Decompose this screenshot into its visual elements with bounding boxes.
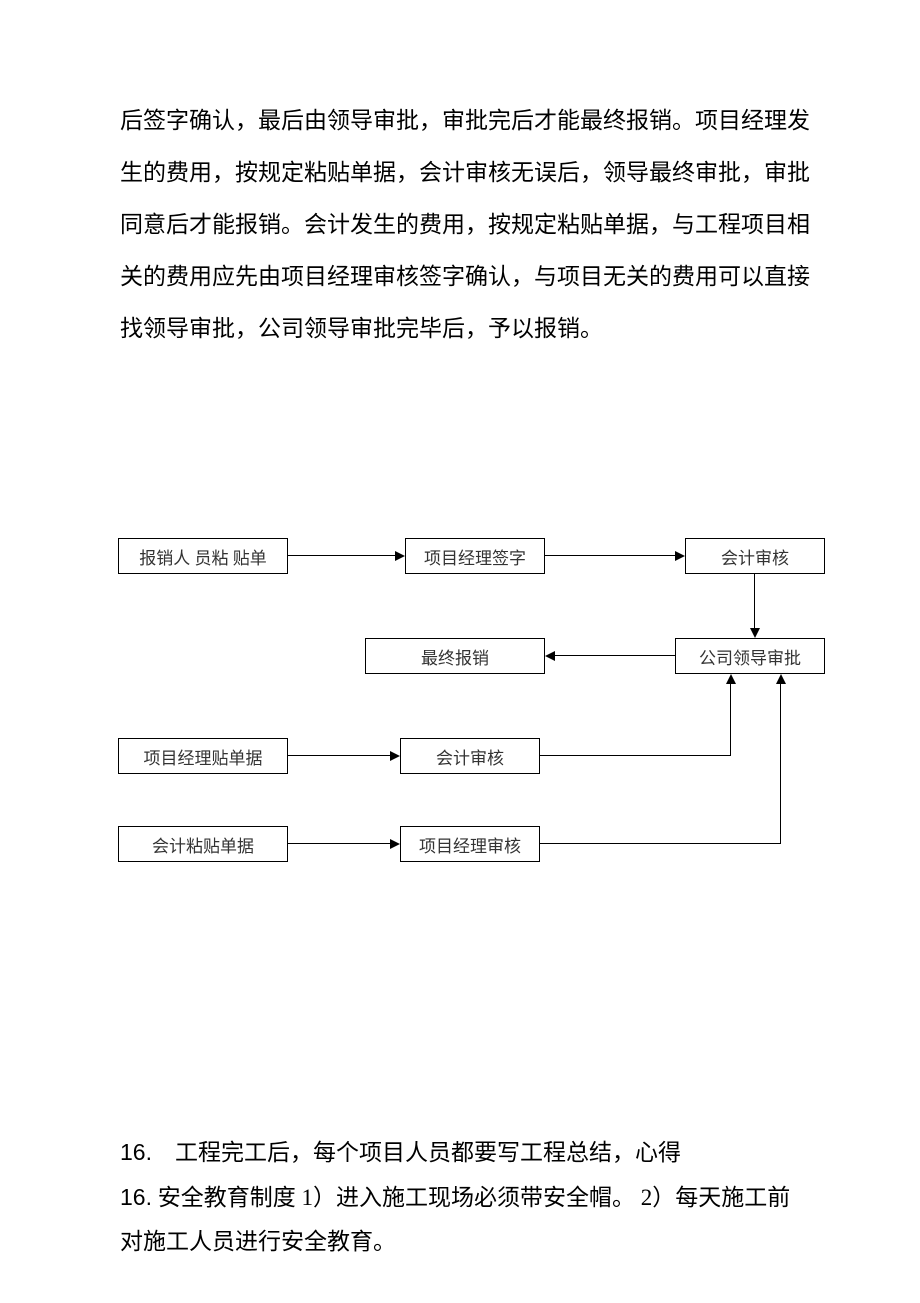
- node-pm-audit: 项目经理审核: [400, 826, 540, 862]
- arrow-n9-n5-h: [540, 843, 780, 844]
- arrow-n3-n5: [754, 574, 755, 629]
- item-16a-text: 工程完工后，每个项目人员都要写工程总结，心得: [175, 1140, 681, 1165]
- arrow-head-n5-n4: [545, 651, 555, 661]
- item-16b: 16. 安全教育制度 1）进入施工现场必须带安全帽。 2）每天施工前对施工人员进…: [120, 1175, 810, 1264]
- arrow-head-n9-n5: [776, 674, 786, 684]
- node-accountant-paste: 会计粘贴单据: [118, 826, 288, 862]
- arrow-n7-n5-h: [540, 755, 730, 756]
- node-pm-sign: 项目经理签字: [405, 538, 545, 574]
- item-16b-num: 16.: [120, 1184, 152, 1210]
- reimbursement-flowchart: 报销人 员粘 贴单 项目经理签字 会计审核 最终报销 公司领导审批 项目经理贴单…: [110, 538, 810, 918]
- arrow-n9-n5-v: [780, 684, 781, 844]
- arrow-n1-n2: [288, 555, 396, 556]
- arrow-head-n8-n9: [390, 839, 400, 849]
- node-accountant-audit-1: 会计审核: [685, 538, 825, 574]
- arrow-n2-n3: [545, 555, 675, 556]
- bottom-paragraph: 16. 工程完工后，每个项目人员都要写工程总结，心得 16. 安全教育制度 1）…: [120, 1130, 810, 1264]
- main-paragraph: 后签字确认，最后由领导审批，审批完后才能最终报销。项目经理发生的费用，按规定粘贴…: [120, 95, 810, 355]
- arrow-head-n2-n3: [675, 551, 685, 561]
- node-pm-paste: 项目经理贴单据: [118, 738, 288, 774]
- arrow-n7-n5-v: [730, 684, 731, 756]
- item-16a: 16. 工程完工后，每个项目人员都要写工程总结，心得: [120, 1130, 810, 1175]
- node-accountant-audit-2: 会计审核: [400, 738, 540, 774]
- arrow-n6-n7: [288, 755, 390, 756]
- arrow-head-n3-n5: [750, 628, 760, 638]
- arrow-n8-n9: [288, 843, 390, 844]
- node-reimburser-paste: 报销人 员粘 贴单: [118, 538, 288, 574]
- arrow-head-n7-n5: [726, 674, 736, 684]
- arrow-head-n1-n2: [395, 551, 405, 561]
- item-16a-num: 16.: [120, 1139, 152, 1165]
- arrow-head-n6-n7: [390, 751, 400, 761]
- node-final-reimburse: 最终报销: [365, 638, 545, 674]
- item-16b-text: 安全教育制度 1）进入施工现场必须带安全帽。 2）每天施工前对施工人员进行安全教…: [120, 1185, 790, 1254]
- arrow-n5-n4: [555, 655, 675, 656]
- node-leader-approve: 公司领导审批: [675, 638, 825, 674]
